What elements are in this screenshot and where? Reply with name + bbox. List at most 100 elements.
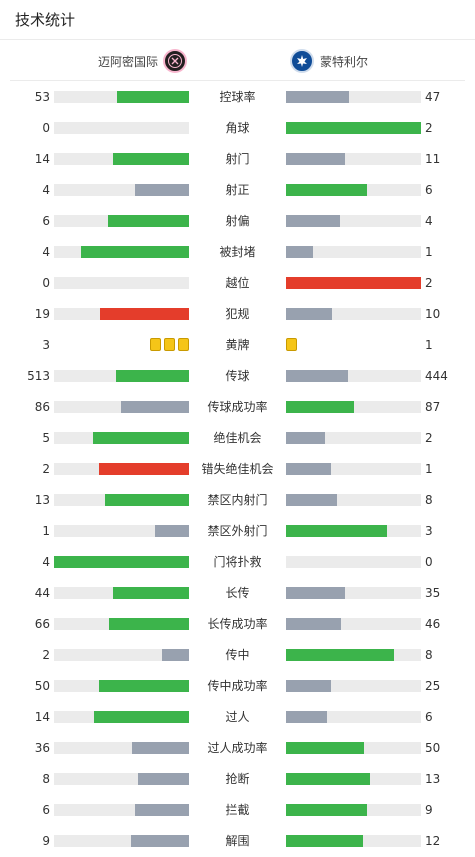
home-team-name: 迈阿密国际: [97, 54, 158, 69]
stat-row: 6 拦截 9: [0, 795, 475, 826]
home-value: 1: [42, 524, 50, 538]
away-bar-track: [286, 277, 421, 289]
stat-row: 44 长传 35: [0, 578, 475, 609]
home-bar-track: [54, 556, 189, 568]
stat-label: 过人: [225, 710, 250, 724]
home-bar-fill: [117, 91, 189, 103]
stat-row: 14 射门 11: [0, 144, 475, 175]
away-bar-fill: [286, 308, 332, 320]
away-bar-fill: [286, 525, 387, 537]
away-bar-track: [286, 463, 421, 475]
stat-row: 13 禁区内射门 8: [0, 485, 475, 516]
home-value: 0: [42, 276, 50, 290]
home-value: 4: [42, 245, 50, 259]
away-bar-track: [286, 91, 421, 103]
away-bar-fill: [286, 153, 345, 165]
away-bar-track: [286, 184, 421, 196]
away-bar-track: [286, 401, 421, 413]
stat-label: 角球: [225, 121, 250, 135]
stat-row: 0 角球 2: [0, 113, 475, 144]
home-value: 4: [42, 555, 50, 569]
home-bar-fill: [121, 401, 189, 413]
home-bar-track: [54, 401, 189, 413]
stat-row: 2 错失绝佳机会 1: [0, 454, 475, 485]
away-value: 2: [425, 431, 433, 445]
home-value: 14: [34, 710, 50, 724]
stat-row: 86 传球成功率 87: [0, 392, 475, 423]
away-yellow-cards: [286, 338, 297, 351]
stat-label: 拦截: [225, 803, 250, 817]
away-bar-fill: [286, 277, 421, 289]
stat-row: 50 传中成功率 25: [0, 671, 475, 702]
home-value: 14: [34, 152, 50, 166]
home-yellow-cards: [150, 338, 189, 351]
home-value: 4: [42, 183, 50, 197]
away-value: 11: [425, 152, 441, 166]
home-bar-track: [54, 122, 189, 134]
away-value: 12: [425, 834, 441, 848]
home-bar-track: [54, 215, 189, 227]
away-bar-fill: [286, 773, 370, 785]
stat-label: 传中: [225, 648, 250, 662]
stats-list: 53 控球率 47 0 角球 2 14 射门 11 4 射正 6 6 射偏 4 4 被封堵 1 0 越位 2 19 犯规 10…: [0, 82, 475, 857]
stat-row: 6 射偏 4: [0, 206, 475, 237]
stat-label: 绝佳机会: [213, 431, 262, 445]
stat-row: 53 控球率 47: [0, 82, 475, 113]
stat-row: 8 抢断 13: [0, 764, 475, 795]
stat-label: 黄牌: [225, 338, 250, 352]
stat-label: 越位: [225, 276, 250, 290]
away-value: 13: [425, 772, 441, 786]
home-value: 3: [42, 338, 50, 352]
away-value: 87: [425, 400, 441, 414]
stat-label: 门将扑救: [213, 555, 262, 569]
yellow-card-icon: [178, 338, 189, 351]
away-bar-fill: [286, 401, 354, 413]
home-value: 53: [34, 90, 50, 104]
away-bar-fill: [286, 711, 327, 723]
home-value: 13: [34, 493, 50, 507]
home-value: 513: [27, 369, 50, 383]
home-value: 0: [42, 121, 50, 135]
away-bar-track: [286, 711, 421, 723]
home-value: 19: [34, 307, 50, 321]
away-value: 8: [425, 493, 433, 507]
away-bar-track: [286, 525, 421, 537]
home-value: 66: [34, 617, 50, 631]
away-team[interactable]: 蒙特利尔: [290, 49, 368, 73]
away-bar-fill: [286, 122, 421, 134]
stat-label: 传中成功率: [207, 679, 268, 693]
home-bar-fill: [93, 432, 189, 444]
stat-row: 66 长传成功率 46: [0, 609, 475, 640]
away-value: 50: [425, 741, 441, 755]
home-value: 6: [42, 214, 50, 228]
home-team[interactable]: 迈阿密国际: [98, 49, 187, 73]
stat-row: 0 越位 2: [0, 268, 475, 299]
away-value: 4: [425, 214, 433, 228]
stat-label: 解围: [225, 834, 250, 848]
stat-label: 长传成功率: [207, 617, 268, 631]
away-bar-track: [286, 432, 421, 444]
away-value: 9: [425, 803, 433, 817]
stats-header: 技术统计: [0, 0, 475, 40]
home-bar-fill: [116, 370, 189, 382]
stat-row: 3 黄牌 1: [0, 330, 475, 361]
home-bar-fill: [81, 246, 189, 258]
home-bar-track: [54, 835, 189, 847]
away-bar-track: [286, 618, 421, 630]
home-bar-fill: [100, 308, 189, 320]
stat-label: 禁区外射门: [207, 524, 268, 538]
stat-row: 9 解围 12: [0, 826, 475, 857]
stat-row: 36 过人成功率 50: [0, 733, 475, 764]
stat-row: 19 犯规 10: [0, 299, 475, 330]
yellow-card-icon: [150, 338, 161, 351]
teams-header: 迈阿密国际 蒙特利尔: [10, 41, 465, 81]
away-value: 35: [425, 586, 441, 600]
stat-row: 2 传中 8: [0, 640, 475, 671]
away-bar-fill: [286, 649, 394, 661]
away-bar-fill: [286, 463, 331, 475]
home-value: 2: [42, 462, 50, 476]
home-bar-fill: [138, 773, 189, 785]
away-bar-fill: [286, 835, 363, 847]
away-bar-fill: [286, 91, 349, 103]
home-bar-track: [54, 463, 189, 475]
